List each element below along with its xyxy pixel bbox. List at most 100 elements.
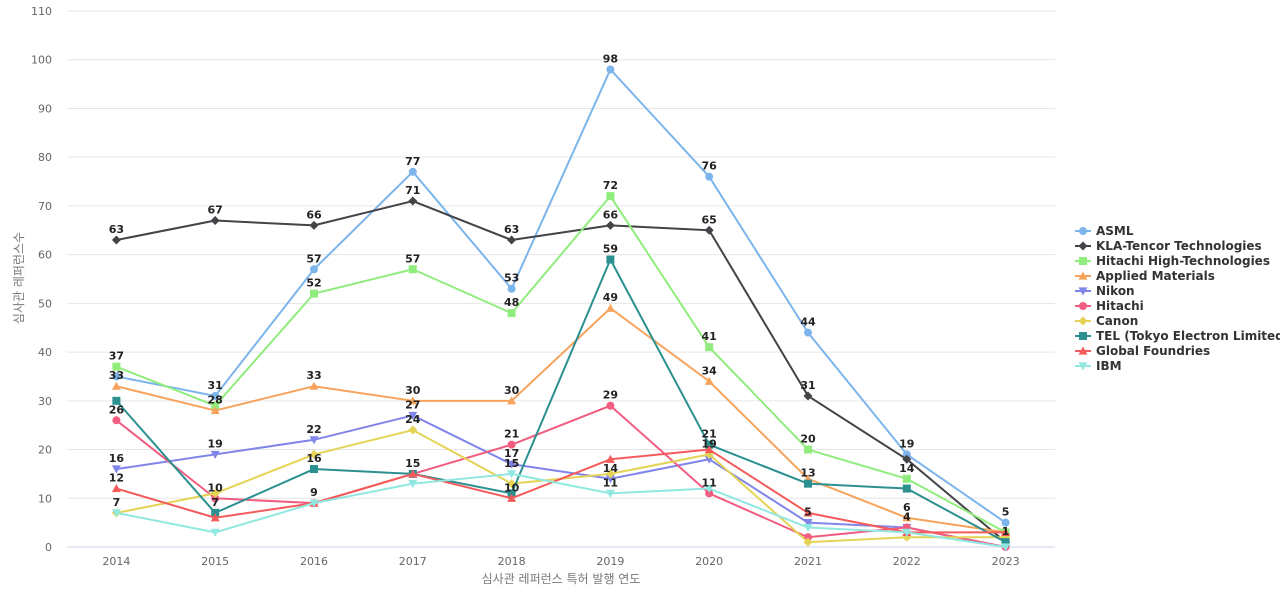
data-point bbox=[408, 196, 418, 206]
data-label: 57 bbox=[405, 252, 420, 265]
y-tick-label: 60 bbox=[38, 249, 52, 262]
y-axis-title: 심사관 레퍼런스수 bbox=[12, 232, 26, 324]
data-point bbox=[605, 303, 615, 312]
data-label: 48 bbox=[504, 296, 519, 309]
data-point bbox=[210, 450, 220, 459]
data-point bbox=[705, 440, 714, 449]
data-label: 30 bbox=[504, 384, 520, 397]
data-label: 19 bbox=[702, 437, 717, 450]
data-point bbox=[606, 255, 615, 264]
data-label: 53 bbox=[504, 272, 519, 285]
legend-item[interactable]: Hitachi High-Technologies bbox=[1075, 254, 1270, 268]
y-axis: 0 10 20 30 40 50 60 70 80 90 100 110 bbox=[31, 5, 52, 554]
series-line bbox=[116, 200, 1007, 543]
data-label: 41 bbox=[702, 330, 717, 343]
legend-item[interactable]: TEL (Tokyo Electron Limited) bbox=[1075, 329, 1280, 343]
data-label: 76 bbox=[702, 160, 718, 173]
data-point bbox=[803, 523, 813, 533]
data-label: 7 bbox=[113, 496, 121, 509]
data-point bbox=[408, 425, 418, 435]
legend-item[interactable]: Global Foundries bbox=[1075, 344, 1210, 358]
data-point bbox=[210, 406, 220, 415]
data-label: 9 bbox=[310, 486, 318, 499]
legend-marker bbox=[1078, 316, 1088, 326]
data-point bbox=[606, 65, 615, 74]
data-point bbox=[111, 465, 121, 474]
data-point bbox=[605, 220, 615, 230]
data-label: 24 bbox=[405, 413, 421, 426]
data-point bbox=[507, 235, 517, 245]
data-label: 19 bbox=[899, 437, 914, 450]
legend-marker bbox=[1079, 332, 1087, 340]
series-9 bbox=[111, 470, 1011, 552]
series-line bbox=[116, 68, 1007, 524]
data-label: 15 bbox=[405, 457, 420, 470]
data-label: 14 bbox=[603, 462, 619, 475]
series-line bbox=[115, 404, 1006, 548]
legend-item[interactable]: Nikon bbox=[1075, 284, 1135, 298]
legend-marker bbox=[1078, 346, 1088, 355]
data-point bbox=[804, 445, 812, 454]
data-label: 71 bbox=[405, 184, 420, 197]
data-point bbox=[310, 465, 318, 474]
x-tick-label: 2020 bbox=[695, 555, 723, 568]
data-point bbox=[902, 474, 911, 483]
data-point bbox=[606, 401, 615, 410]
x-tick-label: 2018 bbox=[498, 555, 526, 568]
data-label: 20 bbox=[800, 433, 816, 446]
y-tick-label: 80 bbox=[38, 151, 52, 164]
data-point bbox=[211, 508, 220, 517]
legend-marker bbox=[1078, 362, 1088, 371]
series-5 bbox=[112, 401, 1010, 551]
data-label: 30 bbox=[405, 384, 421, 397]
legend-label: Canon bbox=[1096, 314, 1138, 328]
series-8 bbox=[111, 445, 1011, 536]
data-point bbox=[310, 265, 318, 274]
data-label: 17 bbox=[504, 447, 519, 460]
data-point bbox=[704, 376, 714, 385]
data-point bbox=[605, 454, 615, 463]
data-label: 16 bbox=[306, 452, 322, 465]
data-point bbox=[310, 289, 318, 298]
data-label: 21 bbox=[702, 428, 717, 441]
legend-item[interactable]: Hitachi bbox=[1075, 299, 1144, 313]
data-point bbox=[408, 411, 418, 420]
series-line bbox=[116, 195, 1007, 534]
data-point bbox=[408, 396, 418, 405]
data-point bbox=[211, 494, 220, 503]
data-point bbox=[1001, 543, 1011, 552]
data-point bbox=[605, 469, 615, 479]
legend-item[interactable]: KLA-Tencor Technologies bbox=[1075, 239, 1262, 253]
data-label: 34 bbox=[702, 364, 718, 377]
data-point bbox=[902, 513, 912, 522]
data-point bbox=[408, 167, 417, 176]
legend-marker bbox=[1078, 271, 1088, 280]
y-tick-label: 30 bbox=[38, 395, 52, 408]
y-tick-label: 10 bbox=[38, 492, 52, 505]
legend-item[interactable]: Canon bbox=[1075, 314, 1138, 328]
data-point bbox=[804, 479, 812, 488]
legend-marker bbox=[1079, 227, 1087, 235]
legend-marker bbox=[1079, 302, 1087, 310]
x-axis: 2014 2015 2016 2017 2018 2019 2020 2021 2022 2023 bbox=[67, 546, 1055, 568]
y-tick-label: 90 bbox=[38, 102, 52, 115]
data-point bbox=[704, 484, 714, 494]
data-point bbox=[705, 343, 714, 352]
data-point bbox=[112, 416, 121, 425]
legend-item[interactable]: ASML bbox=[1075, 224, 1134, 238]
data-label: 11 bbox=[603, 476, 618, 489]
data-label: 63 bbox=[109, 223, 124, 236]
legend-marker bbox=[1078, 241, 1088, 251]
legend-item[interactable]: IBM bbox=[1075, 359, 1122, 373]
data-label: 12 bbox=[109, 472, 124, 485]
data-point bbox=[605, 475, 615, 484]
x-tick-label: 2022 bbox=[893, 555, 921, 568]
legend-item[interactable]: Applied Materials bbox=[1075, 269, 1215, 283]
data-label: 57 bbox=[306, 252, 321, 265]
legend-label: Global Foundries bbox=[1096, 344, 1210, 358]
data-label: 77 bbox=[405, 155, 420, 168]
data-label: 16 bbox=[109, 452, 125, 465]
